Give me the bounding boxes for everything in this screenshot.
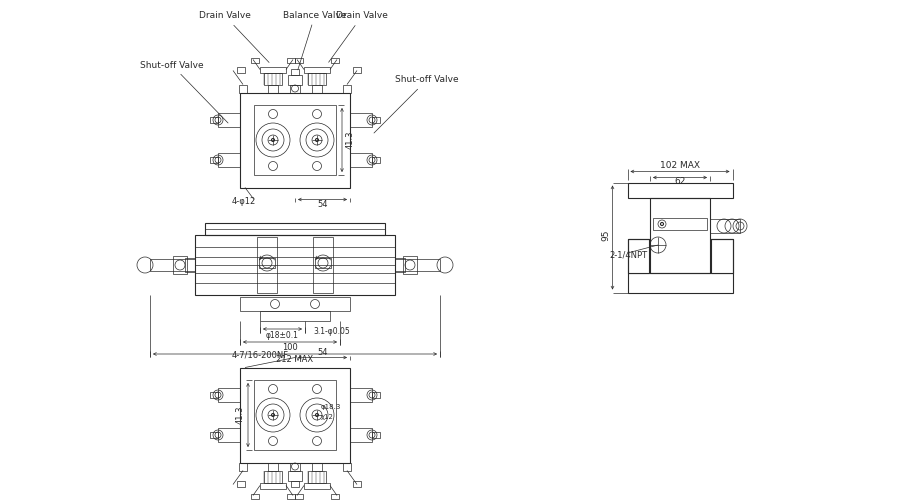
Bar <box>331 58 339 62</box>
Text: 212 MAX: 212 MAX <box>276 356 313 364</box>
Bar <box>254 380 336 450</box>
Bar <box>239 84 247 92</box>
Bar <box>251 494 259 498</box>
Bar <box>251 58 259 62</box>
Bar <box>304 66 330 72</box>
Bar <box>290 84 300 92</box>
Bar <box>343 84 351 92</box>
Bar <box>650 198 710 272</box>
Bar <box>218 113 240 127</box>
Bar <box>264 72 282 85</box>
Bar <box>264 470 282 482</box>
Bar <box>627 239 649 272</box>
Bar <box>353 66 361 72</box>
Text: 3.1-φ0.05: 3.1-φ0.05 <box>313 328 350 336</box>
Bar <box>240 297 350 311</box>
Text: 4-7/16-200NF: 4-7/16-200NF <box>232 350 289 359</box>
Bar <box>287 58 295 62</box>
Bar <box>210 432 218 438</box>
Text: Shut-off Valve: Shut-off Valve <box>140 60 228 123</box>
Bar <box>343 462 351 470</box>
Text: χ12: χ12 <box>321 414 334 420</box>
Bar <box>312 462 322 470</box>
Bar <box>268 462 278 470</box>
Bar <box>210 117 218 123</box>
Text: 95: 95 <box>601 229 610 241</box>
Text: φ18±0.1: φ18±0.1 <box>266 330 299 340</box>
Bar <box>304 482 330 488</box>
Bar <box>260 311 330 321</box>
Bar <box>295 494 303 498</box>
Bar <box>257 237 277 293</box>
Bar <box>290 462 300 470</box>
Bar <box>315 258 331 268</box>
Bar <box>218 388 240 402</box>
Text: 4-φ12: 4-φ12 <box>232 197 256 206</box>
Bar <box>237 480 245 486</box>
Bar <box>195 235 395 295</box>
Bar <box>260 482 286 488</box>
Bar <box>395 259 440 271</box>
Text: 2-1/4NPT: 2-1/4NPT <box>609 250 648 260</box>
Text: Drain Valve: Drain Valve <box>328 12 388 62</box>
Bar <box>395 258 405 272</box>
Bar <box>313 237 333 293</box>
Text: Shut-off Valve: Shut-off Valve <box>374 76 459 133</box>
Text: 41.3: 41.3 <box>346 130 355 149</box>
Bar <box>150 259 195 271</box>
Bar <box>288 470 302 480</box>
Bar <box>350 428 372 442</box>
Bar <box>372 432 380 438</box>
Bar <box>210 157 218 163</box>
Bar <box>711 239 733 272</box>
Bar <box>291 68 299 74</box>
Bar <box>210 392 218 398</box>
Bar <box>331 494 339 498</box>
Bar <box>173 256 187 274</box>
Bar <box>288 74 302 85</box>
Bar <box>287 494 295 498</box>
Text: 54: 54 <box>317 348 328 357</box>
Text: 102 MAX: 102 MAX <box>660 161 700 170</box>
Text: 62: 62 <box>674 177 686 186</box>
Bar <box>237 66 245 72</box>
Bar <box>240 92 350 188</box>
Text: 100: 100 <box>282 344 298 352</box>
Bar <box>627 182 733 198</box>
Bar <box>350 153 372 167</box>
Bar <box>260 66 286 72</box>
Bar <box>205 223 385 235</box>
Bar <box>350 113 372 127</box>
Bar <box>259 258 275 268</box>
Bar <box>308 470 326 482</box>
Bar <box>627 272 733 292</box>
Bar <box>312 84 322 92</box>
Bar <box>710 219 740 233</box>
Bar <box>350 388 372 402</box>
Text: Balance Valve: Balance Valve <box>284 10 346 70</box>
Bar <box>239 462 247 470</box>
Bar <box>403 256 417 274</box>
Bar <box>218 428 240 442</box>
Bar <box>218 153 240 167</box>
Bar <box>353 480 361 486</box>
Bar <box>308 72 326 85</box>
Bar <box>372 392 380 398</box>
Bar <box>653 218 707 230</box>
Bar <box>372 157 380 163</box>
Bar <box>295 58 303 62</box>
Bar <box>372 117 380 123</box>
Bar <box>268 84 278 92</box>
Text: Drain Valve: Drain Valve <box>199 12 269 63</box>
Bar <box>240 368 350 462</box>
Text: 54: 54 <box>317 200 328 209</box>
Text: φ18.3: φ18.3 <box>321 404 341 410</box>
Bar <box>291 480 299 486</box>
Bar <box>185 258 195 272</box>
Bar <box>254 105 336 175</box>
Text: 41.3: 41.3 <box>236 406 245 424</box>
